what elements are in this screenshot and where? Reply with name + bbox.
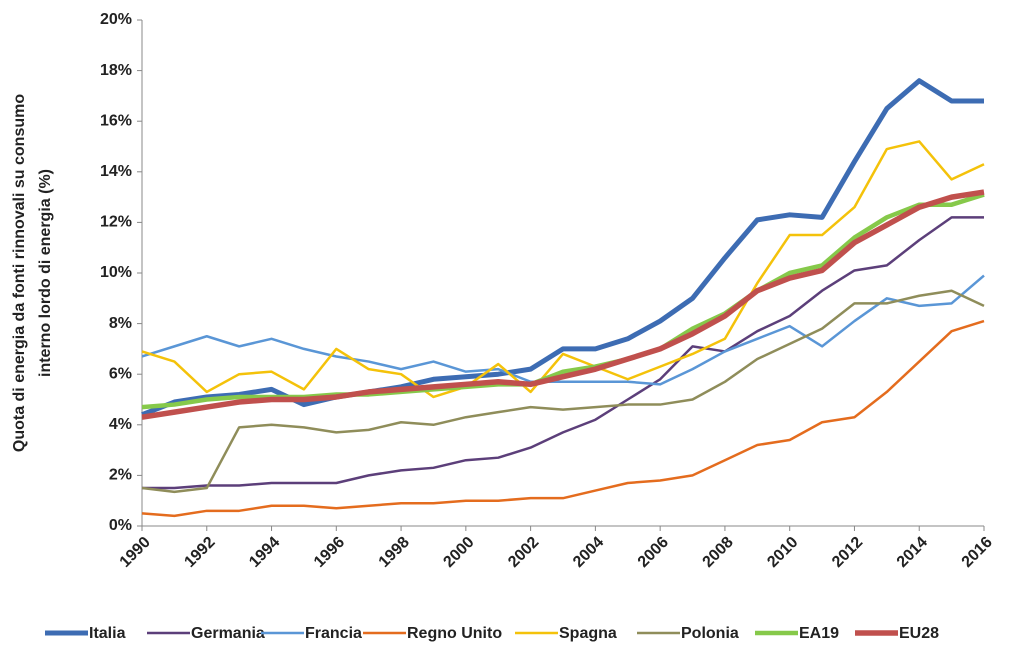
series-line (141, 78, 984, 418)
y-axis-label: Quota di energia da fonti rinnovali su c… (11, 94, 28, 452)
series-line (141, 319, 985, 518)
y-tick-label: 18% (100, 62, 132, 79)
x-tick-label: 2016 (959, 534, 996, 571)
legend-label: Germania (191, 625, 265, 642)
y-tick-label: 16% (100, 112, 132, 129)
x-tick-label: 2010 (764, 534, 801, 571)
legend-label: EA19 (799, 625, 839, 642)
x-tick-label: 1996 (311, 534, 348, 571)
x-tick-label: 2012 (829, 534, 866, 571)
y-tick-label: 0% (109, 517, 132, 534)
x-tick-label: 2006 (635, 534, 672, 571)
x-tick-label: 1998 (376, 534, 413, 571)
x-tick-label: 2000 (440, 534, 477, 571)
x-tick-label: 2008 (700, 534, 737, 571)
series-line (141, 274, 985, 386)
y-tick-label: 10% (100, 264, 132, 281)
y-tick-label: 6% (109, 365, 132, 382)
x-tick-label: 2004 (570, 534, 607, 571)
y-tick-label: 8% (109, 315, 132, 332)
legend-label: Regno Unito (407, 625, 502, 642)
y-tick-label: 20% (100, 11, 132, 28)
x-tick-label: 1990 (117, 534, 154, 571)
y-tick-label: 14% (100, 163, 132, 180)
y-tick-label: 2% (109, 467, 132, 484)
legend-label: Francia (305, 625, 362, 642)
legend-label: EU28 (899, 625, 939, 642)
legend-label: Italia (89, 625, 126, 642)
series-line (141, 189, 985, 420)
y-tick-label: 4% (109, 416, 132, 433)
legend-label: Spagna (559, 625, 617, 642)
x-tick-label: 1992 (181, 534, 218, 571)
x-tick-label: 2014 (894, 534, 931, 571)
y-tick-label: 12% (100, 214, 132, 231)
x-tick-label: 2002 (505, 534, 542, 571)
y-axis-label: interno lordo di energia (%) (37, 169, 54, 377)
series-line (142, 216, 984, 490)
x-tick-label: 1994 (246, 534, 283, 571)
series-line (141, 140, 985, 399)
series-line (141, 289, 985, 494)
legend-label: Polonia (681, 625, 739, 642)
